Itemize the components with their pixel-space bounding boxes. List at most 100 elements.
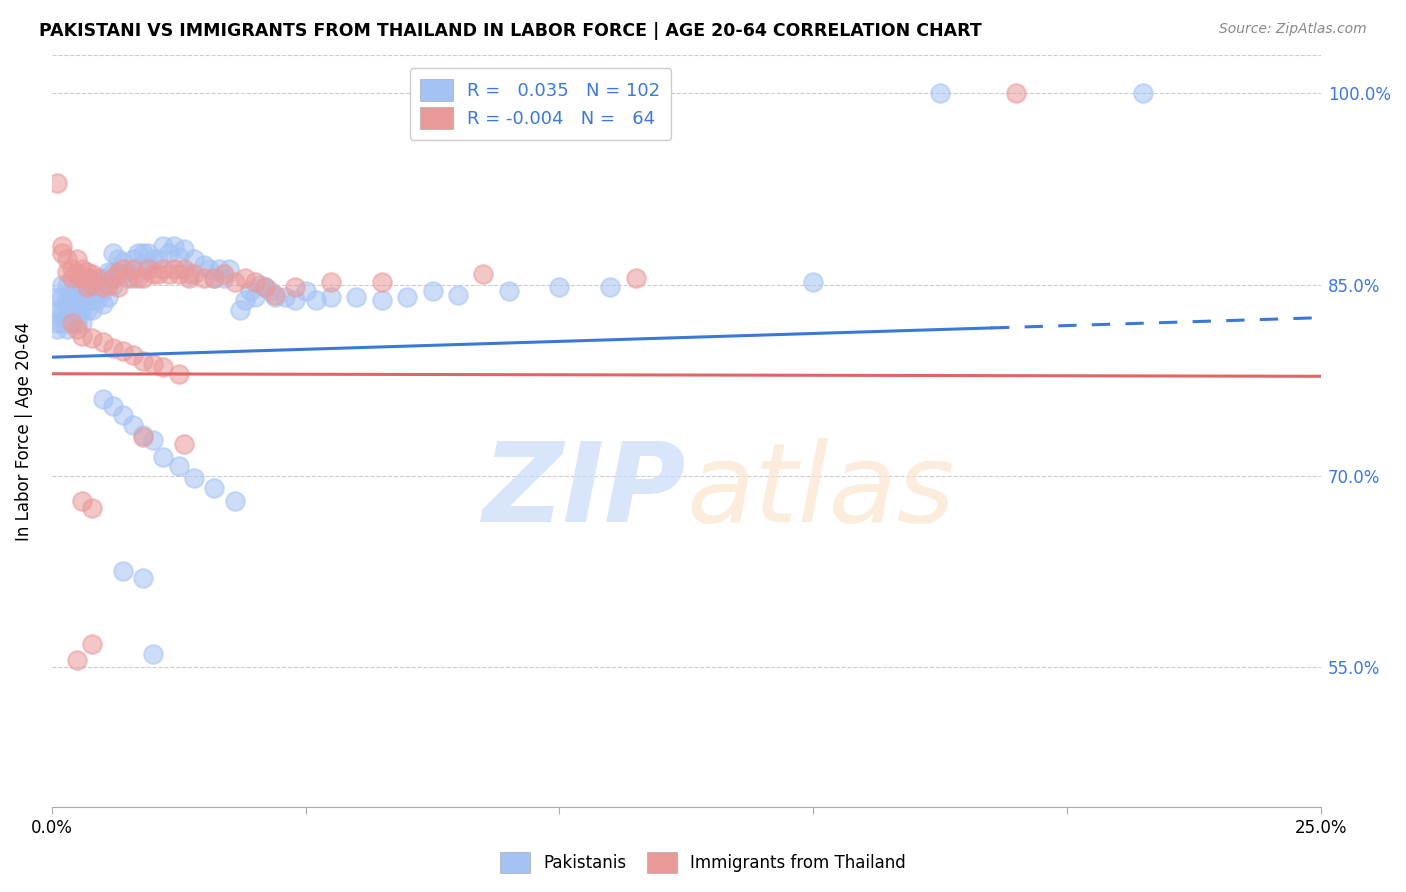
Point xyxy=(214,268,236,282)
Point xyxy=(76,303,98,318)
Text: PAKISTANI VS IMMIGRANTS FROM THAILAND IN LABOR FORCE | AGE 20-64 CORRELATION CHA: PAKISTANI VS IMMIGRANTS FROM THAILAND IN… xyxy=(39,22,983,40)
Point xyxy=(132,271,155,285)
Point xyxy=(136,245,159,260)
Point xyxy=(70,271,93,285)
Point xyxy=(76,271,98,285)
Point xyxy=(396,290,419,304)
Point xyxy=(101,341,124,355)
Point xyxy=(599,280,621,294)
Point xyxy=(294,284,316,298)
Text: Source: ZipAtlas.com: Source: ZipAtlas.com xyxy=(1219,22,1367,37)
Point xyxy=(56,277,79,292)
Point xyxy=(111,408,134,422)
Point xyxy=(70,328,93,343)
Point xyxy=(142,647,165,661)
Point xyxy=(152,450,174,464)
Point xyxy=(132,259,155,273)
Point xyxy=(202,482,225,496)
Point xyxy=(76,290,98,304)
Point xyxy=(76,271,98,285)
Point xyxy=(97,275,120,289)
Point xyxy=(107,280,129,294)
Point xyxy=(152,262,174,277)
Point xyxy=(371,275,394,289)
Point xyxy=(202,271,225,285)
Point xyxy=(167,458,190,473)
Point xyxy=(253,280,276,294)
Point xyxy=(122,417,145,432)
Point xyxy=(132,354,155,368)
Point xyxy=(224,275,246,289)
Point xyxy=(107,265,129,279)
Point xyxy=(76,265,98,279)
Point xyxy=(51,277,73,292)
Point xyxy=(70,290,93,304)
Point xyxy=(111,564,134,578)
Legend: Pakistanis, Immigrants from Thailand: Pakistanis, Immigrants from Thailand xyxy=(494,846,912,880)
Point xyxy=(148,268,170,282)
Point xyxy=(319,290,342,304)
Point xyxy=(177,271,200,285)
Point xyxy=(193,271,215,285)
Point xyxy=(167,367,190,381)
Point xyxy=(45,322,67,336)
Point xyxy=(82,293,104,307)
Point xyxy=(132,571,155,585)
Point xyxy=(86,293,108,307)
Point xyxy=(51,245,73,260)
Point xyxy=(157,245,180,260)
Point xyxy=(51,310,73,324)
Point xyxy=(101,245,124,260)
Point xyxy=(51,239,73,253)
Point xyxy=(82,303,104,318)
Point xyxy=(274,290,297,304)
Point xyxy=(56,265,79,279)
Point xyxy=(305,293,328,307)
Point xyxy=(122,262,145,277)
Point xyxy=(82,284,104,298)
Point xyxy=(66,322,89,336)
Point xyxy=(82,637,104,651)
Point xyxy=(122,271,145,285)
Point xyxy=(224,494,246,508)
Point xyxy=(183,471,205,485)
Point xyxy=(136,262,159,277)
Point xyxy=(97,265,120,279)
Point xyxy=(97,277,120,292)
Text: atlas: atlas xyxy=(686,438,955,545)
Point xyxy=(183,252,205,266)
Point xyxy=(173,262,195,277)
Point xyxy=(60,316,83,330)
Point xyxy=(122,348,145,362)
Point xyxy=(472,268,495,282)
Point xyxy=(117,265,139,279)
Point xyxy=(66,316,89,330)
Point xyxy=(177,268,200,282)
Point xyxy=(162,239,184,253)
Point xyxy=(91,284,114,298)
Point xyxy=(60,310,83,324)
Point xyxy=(319,275,342,289)
Point xyxy=(157,268,180,282)
Point xyxy=(66,290,89,304)
Point xyxy=(253,280,276,294)
Point xyxy=(70,316,93,330)
Point xyxy=(82,500,104,515)
Point xyxy=(152,239,174,253)
Point xyxy=(101,265,124,279)
Point xyxy=(228,303,250,318)
Point xyxy=(101,277,124,292)
Point xyxy=(132,245,155,260)
Point xyxy=(142,433,165,447)
Point xyxy=(208,262,231,277)
Point xyxy=(91,334,114,349)
Point xyxy=(82,277,104,292)
Point xyxy=(1005,87,1028,101)
Point xyxy=(76,280,98,294)
Point xyxy=(51,290,73,304)
Point xyxy=(70,494,93,508)
Point xyxy=(45,303,67,318)
Point xyxy=(70,303,93,318)
Point xyxy=(56,310,79,324)
Point xyxy=(198,262,221,277)
